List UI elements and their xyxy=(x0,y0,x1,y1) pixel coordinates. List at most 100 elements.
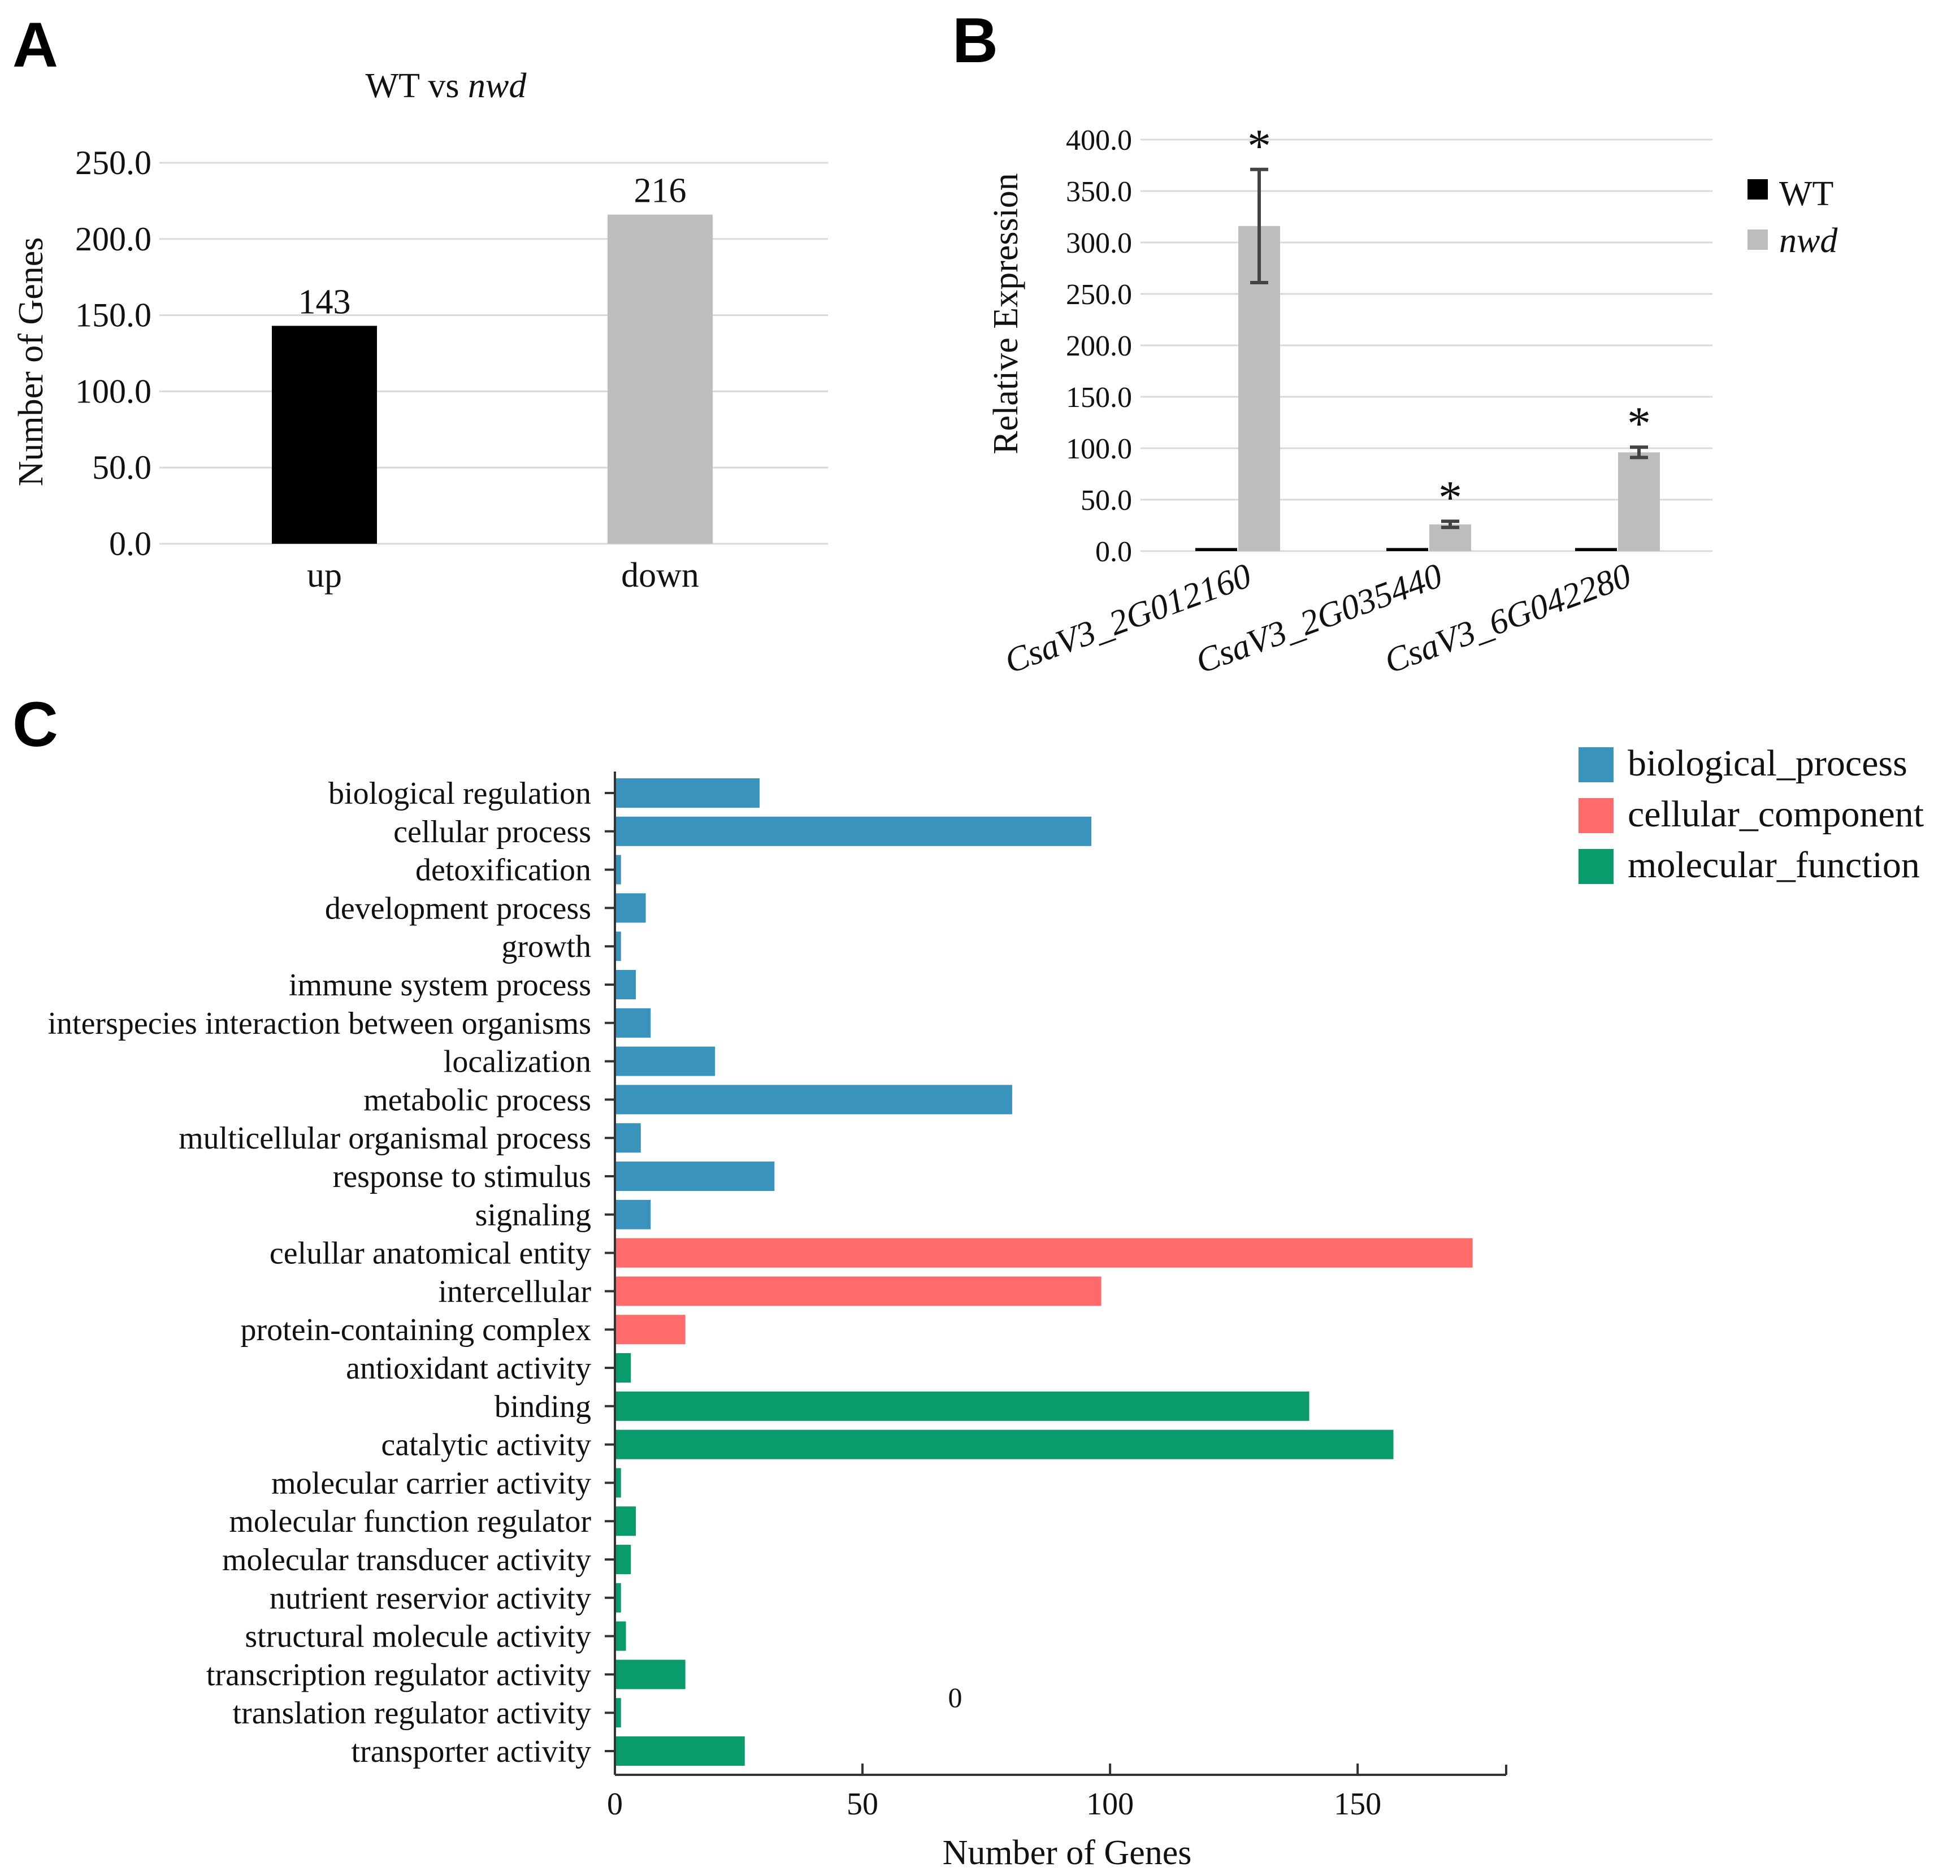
chart-a-data-labels: 143 216 xyxy=(298,172,687,322)
chart-a-bar-up xyxy=(272,326,377,544)
chart-c-bar-signaling xyxy=(616,1199,651,1229)
chart-b-y-tick-label: 200.0 xyxy=(1066,330,1132,362)
chart-c-category-label-molecular-carrier-activity: molecular carrier activity xyxy=(271,1466,591,1501)
chart-c-bar-molecular-function-regulator xyxy=(616,1506,636,1536)
legend-label-nwd: nwd xyxy=(1779,222,1838,260)
chart-a-gridlines xyxy=(159,162,828,545)
chart-c-bar-celullar-anatomical-entity xyxy=(616,1238,1473,1268)
chart-b-y-tick-label: 300.0 xyxy=(1066,227,1132,259)
chart-a-x-tick-label-up: up xyxy=(307,556,342,595)
chart-c-bar-molecular-carrier-activity xyxy=(616,1468,621,1498)
chart-b-y-tick-label: 0.0 xyxy=(1095,536,1132,568)
chart-c-category-label-biological-regulation: biological regulation xyxy=(328,776,591,811)
chart-c-x-ticks: 0 50 100 150 xyxy=(607,1787,1381,1822)
chart-b-error-bar-csav3-2g035440 xyxy=(1441,519,1459,530)
chart-b-significance-markers: * * * xyxy=(1247,120,1651,524)
chart-c-x-tick-label: 150 xyxy=(1334,1787,1381,1822)
chart-b-bar-nwd-csav3-6g042280 xyxy=(1618,452,1660,551)
chart-c-category-label-multicellular-organismal-process: multicellular organismal process xyxy=(179,1121,591,1156)
chart-c-category-label-structural-molecule-activity: structural molecule activity xyxy=(245,1619,591,1654)
chart-c-x-axis-label: Number of Genes xyxy=(943,1834,1192,1872)
chart-b-significance-csav3-2g012160: * xyxy=(1247,120,1271,172)
chart-c-bar-nutrient-reservior-activity xyxy=(616,1583,621,1613)
chart-c-category-label-molecular-transducer-activity: molecular transducer activity xyxy=(222,1543,591,1578)
chart-c-category-label-growth: growth xyxy=(501,929,591,964)
chart-c-bar-metabolic-process xyxy=(616,1085,1012,1115)
chart-b-legend: WT nwd xyxy=(1747,175,1838,260)
chart-b-bar-wt-csav3-2g035440 xyxy=(1386,548,1428,551)
chart-a-y-tick-label: 200.0 xyxy=(75,220,151,258)
chart-c-legend: biological_process cellular_component mo… xyxy=(1579,743,1924,886)
chart-c-category-label-interspecies-interaction-between-organisms: interspecies interaction between organis… xyxy=(47,1006,591,1041)
chart-c-annotation: 0 xyxy=(948,1682,962,1713)
chart-a-data-label-down: 216 xyxy=(634,172,687,210)
chart-a-y-tick-label: 250.0 xyxy=(75,144,151,181)
legend-label-cellular-component: cellular_component xyxy=(1628,794,1924,835)
chart-c-category-label-transporter-activity: transporter activity xyxy=(351,1734,591,1769)
chart-c-bar-structural-molecule-activity xyxy=(616,1621,626,1651)
chart-c-bar-response-to-stimulus xyxy=(616,1162,775,1191)
legend-label-molecular-function: molecular_function xyxy=(1628,844,1920,886)
chart-c-bar-molecular-transducer-activity xyxy=(616,1545,631,1574)
chart-a-y-axis-label: Number of Genes xyxy=(12,237,50,487)
chart-a-y-tick-label: 100.0 xyxy=(75,372,151,410)
chart-a-y-tick-label: 150.0 xyxy=(75,297,151,334)
chart-b-y-axis-label: Relative Expression xyxy=(987,173,1025,454)
chart-a-y-ticks: 0.0 50.0 100.0 150.0 200.0 250.0 xyxy=(75,144,151,562)
chart-c-category-label-development-process: development process xyxy=(325,891,591,926)
chart-c-bar-intercellular xyxy=(616,1276,1102,1306)
chart-c-bar-catalytic-activity xyxy=(616,1429,1394,1459)
chart-b-error-bars xyxy=(1250,167,1648,530)
chart-c-x-tick-label: 0 xyxy=(607,1787,623,1822)
chart-a-y-tick-label: 50.0 xyxy=(92,449,151,486)
panel-letter-a: A xyxy=(12,10,58,80)
legend-label-biological-process: biological_process xyxy=(1628,743,1907,784)
panel-letter-c: C xyxy=(12,689,58,760)
chart-b-bar-wt-csav3-6g042280 xyxy=(1575,548,1617,551)
legend-swatch-molecular-function xyxy=(1579,849,1614,884)
chart-c-bar-binding xyxy=(616,1391,1309,1421)
chart-c-category-label-immune-system-process: immune system process xyxy=(289,968,591,1003)
chart-c-axes xyxy=(605,772,1507,1776)
chart-c-bar-translation-regulator-activity xyxy=(616,1698,621,1728)
panel-letter-b: B xyxy=(952,5,998,76)
chart-c-bar-growth xyxy=(616,931,621,961)
chart-a-bars xyxy=(272,214,713,544)
chart-a-data-label-up: 143 xyxy=(298,283,351,321)
chart-c-bar-interspecies-interaction-between-organisms xyxy=(616,1008,651,1038)
chart-b-y-tick-label: 400.0 xyxy=(1066,124,1132,157)
chart-c-category-label-translation-regulator-activity: translation regulator activity xyxy=(233,1696,591,1731)
chart-b-y-tick-label: 250.0 xyxy=(1066,279,1132,311)
chart-c-category-label-nutrient-reservior-activity: nutrient reservior activity xyxy=(270,1581,591,1616)
chart-c-category-label-antioxidant-activity: antioxidant activity xyxy=(346,1351,591,1386)
chart-b-y-tick-label: 350.0 xyxy=(1066,176,1132,208)
chart-c-category-label-metabolic-process: metabolic process xyxy=(363,1082,591,1117)
legend-swatch-nwd xyxy=(1747,229,1768,250)
chart-b-y-tick-label: 100.0 xyxy=(1066,433,1132,465)
chart-c-category-label-catalytic-activity: catalytic activity xyxy=(381,1428,591,1463)
chart-c-bars xyxy=(616,778,1473,1766)
chart-b-bar-wt-csav3-2g012160 xyxy=(1195,548,1237,551)
chart-b-error-bar-csav3-6g042280 xyxy=(1630,445,1648,460)
chart-c-category-label-cellular-process: cellular process xyxy=(393,814,591,850)
legend-swatch-wt xyxy=(1747,179,1768,200)
chart-c-category-label-intercellular: intercellular xyxy=(438,1274,591,1309)
chart-c-bar-cellular-process xyxy=(616,816,1092,846)
chart-c-bar-transcription-regulator-activity xyxy=(616,1660,686,1689)
chart-c-bar-antioxidant-activity xyxy=(616,1353,631,1383)
chart-c-bar-immune-system-process xyxy=(616,970,636,999)
chart-c-category-label-signaling: signaling xyxy=(475,1198,591,1233)
chart-c-bar-localization xyxy=(616,1046,716,1076)
chart-b-error-bar-csav3-2g012160 xyxy=(1250,167,1268,284)
chart-b-significance-csav3-2g035440: * xyxy=(1438,471,1462,524)
chart-b-y-tick-label: 150.0 xyxy=(1066,382,1132,414)
chart-c-category-label-binding: binding xyxy=(495,1389,591,1424)
chart-c-bar-detoxification xyxy=(616,855,621,885)
chart-c-bar-transporter-activity xyxy=(616,1736,745,1766)
chart-b-y-tick-label: 50.0 xyxy=(1081,484,1132,517)
chart-b-y-ticks: 0.0 50.0 100.0 150.0 200.0 250.0 300.0 350.0 400… xyxy=(1066,124,1132,568)
chart-c-category-label-protein-containing-complex: protein-containing complex xyxy=(241,1312,591,1348)
legend-label-wt: WT xyxy=(1779,175,1833,213)
